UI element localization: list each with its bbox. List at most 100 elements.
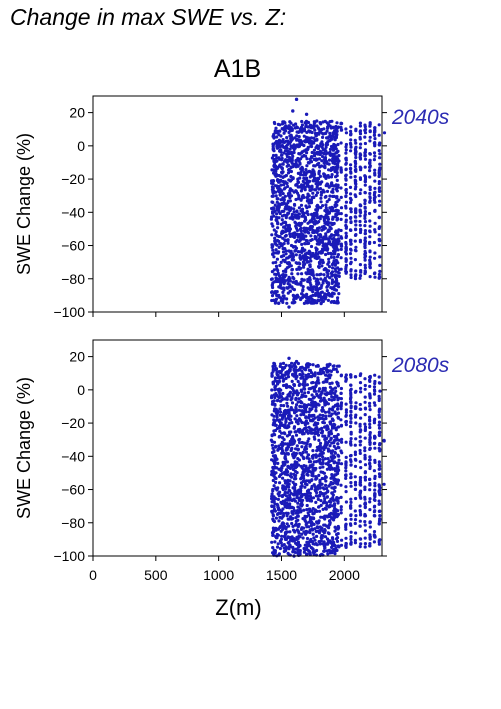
data-point (333, 386, 338, 390)
data-point (324, 206, 328, 210)
data-point (322, 278, 326, 282)
data-point (377, 143, 382, 147)
data-point (281, 202, 285, 206)
data-point (274, 476, 278, 481)
data-point (359, 142, 363, 146)
data-point (310, 150, 314, 155)
data-point (331, 498, 335, 502)
data-point (273, 502, 277, 506)
data-point (294, 221, 298, 225)
data-point (368, 415, 372, 419)
data-point (372, 498, 376, 502)
data-point (332, 461, 336, 465)
data-point (312, 148, 316, 152)
data-point (291, 287, 295, 291)
data-point (310, 431, 314, 435)
data-point (368, 130, 372, 134)
data-point (310, 155, 314, 159)
data-point (285, 286, 289, 290)
data-point (349, 175, 353, 179)
data-point (325, 380, 329, 384)
data-point (317, 265, 321, 269)
data-point (327, 162, 331, 166)
data-point (373, 186, 377, 190)
data-point (340, 538, 344, 542)
data-point (363, 154, 367, 158)
data-point (377, 272, 381, 277)
data-point (334, 147, 338, 151)
data-point (275, 399, 280, 403)
data-point (322, 244, 327, 248)
data-point (290, 178, 294, 182)
data-point (300, 365, 304, 369)
data-point (349, 472, 353, 476)
data-point (368, 525, 372, 529)
data-point (328, 503, 332, 507)
data-point (316, 293, 320, 297)
data-point (305, 552, 309, 556)
data-point (286, 536, 290, 540)
data-point (306, 181, 310, 185)
data-point (349, 476, 353, 480)
data-point (303, 485, 307, 489)
data-point (281, 526, 285, 530)
data-point (305, 503, 309, 508)
data-point (295, 420, 300, 424)
data-point (310, 393, 314, 397)
data-point (271, 224, 275, 228)
data-point (319, 272, 323, 276)
data-point (294, 359, 299, 364)
data-point (318, 454, 322, 458)
data-point (373, 256, 377, 260)
data-point (270, 374, 274, 378)
y-tick-label: −20 (61, 171, 85, 187)
data-point (314, 182, 318, 186)
data-point (368, 544, 372, 548)
data-point (276, 184, 280, 189)
data-point (353, 148, 357, 152)
data-point (331, 131, 335, 135)
data-point (320, 239, 324, 243)
data-point (353, 248, 357, 252)
data-point (307, 241, 311, 245)
data-point (354, 269, 358, 273)
data-point (288, 134, 292, 138)
data-point (344, 127, 348, 131)
data-point (319, 200, 323, 204)
data-point (279, 299, 283, 303)
data-point (327, 532, 331, 536)
data-point (328, 551, 332, 555)
data-point (271, 261, 275, 265)
data-point (368, 394, 372, 398)
data-point (373, 126, 377, 130)
data-point (322, 487, 326, 491)
data-point (325, 200, 329, 204)
data-point (297, 261, 301, 265)
data-point (344, 220, 348, 224)
data-point (297, 135, 301, 139)
data-point (284, 468, 289, 472)
data-points-2040s (269, 97, 387, 309)
data-point (358, 121, 362, 125)
data-point (335, 245, 339, 249)
data-point (300, 242, 304, 246)
data-point (372, 401, 376, 405)
data-point (333, 529, 337, 533)
data-point (292, 497, 296, 501)
data-point (354, 531, 358, 535)
data-point (326, 298, 330, 302)
data-point (289, 408, 293, 412)
data-point (335, 189, 339, 193)
data-point (322, 380, 326, 384)
data-point (307, 205, 311, 209)
data-point (359, 496, 363, 500)
data-point (310, 195, 314, 200)
data-point (305, 442, 309, 446)
data-point (324, 491, 328, 495)
data-point (336, 532, 340, 536)
data-point (301, 475, 305, 479)
data-point (323, 506, 328, 510)
data-point (344, 408, 348, 412)
y-tick-label: −60 (61, 482, 85, 498)
data-point (358, 124, 362, 128)
